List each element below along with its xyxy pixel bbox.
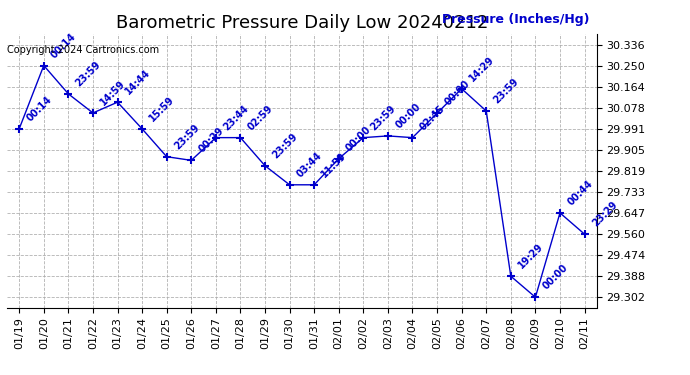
Text: Copyright 2024 Cartronics.com: Copyright 2024 Cartronics.com xyxy=(7,45,159,55)
Text: 23:59: 23:59 xyxy=(492,76,521,105)
Text: 23:59: 23:59 xyxy=(270,131,299,160)
Text: 14:29: 14:29 xyxy=(467,54,496,83)
Text: 23:29: 23:29 xyxy=(590,200,619,229)
Text: 19:29: 19:29 xyxy=(516,242,545,271)
Text: 00:14: 00:14 xyxy=(49,31,79,60)
Text: 15:59: 15:59 xyxy=(148,94,177,123)
Text: 14:44: 14:44 xyxy=(123,68,152,97)
Text: 23:59: 23:59 xyxy=(74,59,103,88)
Title: Barometric Pressure Daily Low 20240212: Barometric Pressure Daily Low 20240212 xyxy=(116,14,488,32)
Text: 00:00: 00:00 xyxy=(541,262,570,292)
Text: 11:59: 11:59 xyxy=(319,150,348,179)
Text: 23:44: 23:44 xyxy=(221,103,250,132)
Text: 23:59: 23:59 xyxy=(172,122,201,151)
Text: 14:59: 14:59 xyxy=(99,78,128,107)
Text: 00:00: 00:00 xyxy=(393,101,422,130)
Text: 00:00: 00:00 xyxy=(442,79,472,108)
Text: 02:45: 02:45 xyxy=(418,103,447,132)
Text: 02:59: 02:59 xyxy=(246,103,275,132)
Text: 23:59: 23:59 xyxy=(369,103,398,132)
Text: 00:44: 00:44 xyxy=(566,178,595,207)
Text: 00:29: 00:29 xyxy=(197,126,226,155)
Text: Pressure (Inches/Hg): Pressure (Inches/Hg) xyxy=(442,13,590,26)
Text: 03:44: 03:44 xyxy=(295,150,324,179)
Text: 00:14: 00:14 xyxy=(25,94,54,123)
Text: 00:00: 00:00 xyxy=(344,124,373,153)
